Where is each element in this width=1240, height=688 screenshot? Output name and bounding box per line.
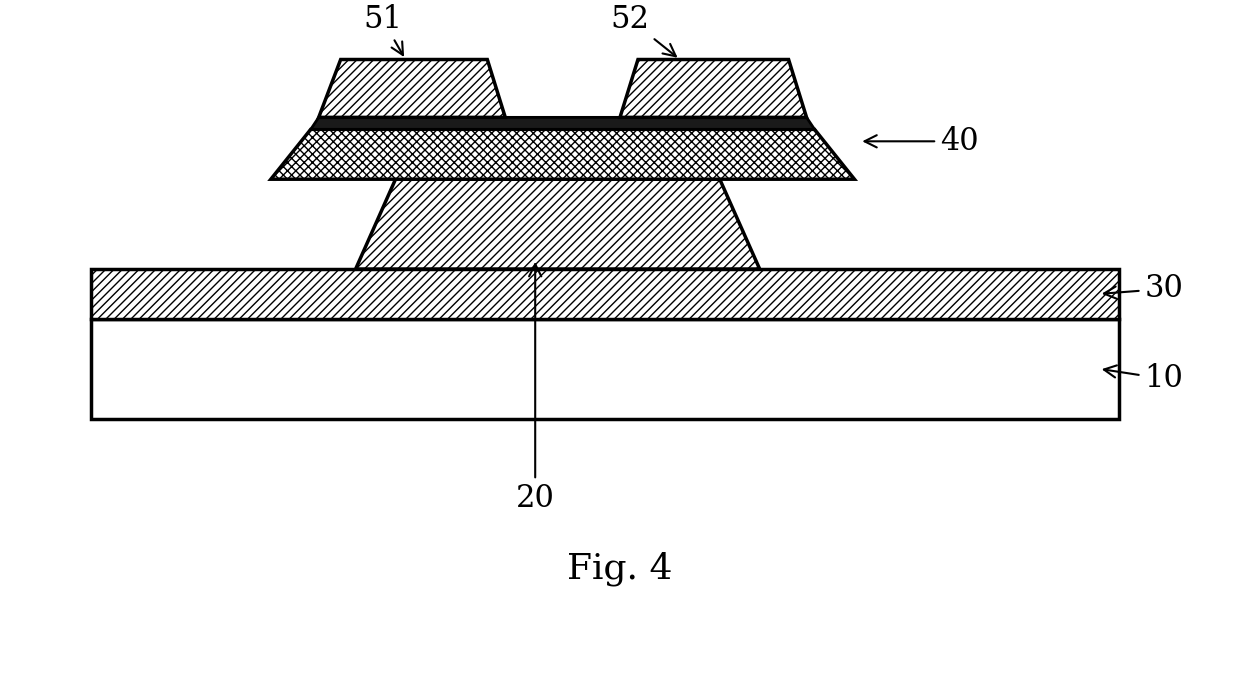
- Text: Fig. 4: Fig. 4: [567, 551, 673, 585]
- Text: 52: 52: [610, 4, 676, 56]
- Polygon shape: [356, 179, 760, 269]
- Polygon shape: [319, 59, 505, 118]
- Text: 10: 10: [1104, 363, 1183, 394]
- Polygon shape: [270, 129, 854, 179]
- Text: 51: 51: [363, 4, 403, 55]
- Text: 40: 40: [864, 126, 978, 157]
- Text: 20: 20: [516, 264, 554, 514]
- Polygon shape: [311, 118, 815, 129]
- Text: 30: 30: [1104, 273, 1183, 305]
- Polygon shape: [620, 59, 806, 118]
- Polygon shape: [92, 319, 1118, 418]
- Polygon shape: [92, 269, 1118, 319]
